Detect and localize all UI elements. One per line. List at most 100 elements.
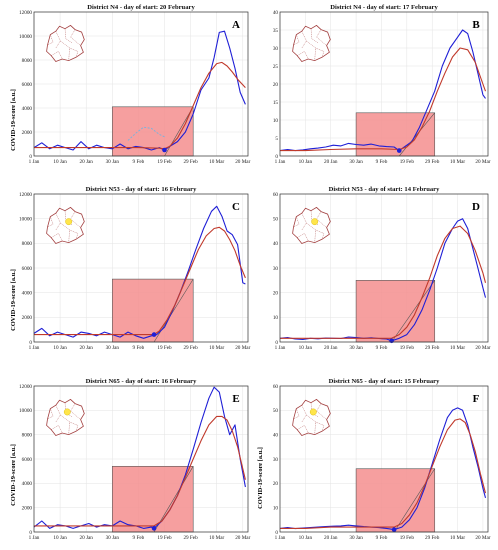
x-tick-label: 29 Feb bbox=[183, 535, 198, 541]
x-tick-label: 10 Jan bbox=[299, 535, 313, 541]
panel-title: District N65 - day of start: 15 February bbox=[329, 378, 440, 385]
y-tick-label: 50 bbox=[273, 408, 279, 414]
x-tick-label: 30 Jan bbox=[349, 345, 363, 351]
series-line-fitted bbox=[280, 418, 487, 529]
x-tick-label: 20 Mar bbox=[475, 159, 490, 165]
y-axis-label-text-1: COVID-19-score [a.u.] bbox=[10, 89, 17, 151]
map-border bbox=[293, 408, 300, 420]
y-tick-label: 30 bbox=[273, 457, 279, 463]
region-map-inset bbox=[292, 206, 331, 244]
y-tick-label: 12000 bbox=[19, 192, 32, 198]
x-tick-label: 19 Feb bbox=[157, 345, 172, 351]
y-tick-label: 6000 bbox=[22, 457, 33, 463]
panel-letter: A bbox=[232, 19, 240, 31]
map-border bbox=[315, 229, 325, 240]
x-tick-label: 29 Feb bbox=[183, 159, 198, 165]
panel-title: District N53 - day of start: 16 February bbox=[86, 186, 197, 193]
y-axis-label-text-4: COVID-19-score [a.u.] bbox=[257, 447, 264, 509]
x-tick-label: 19 Feb bbox=[400, 535, 415, 541]
y-axis-label-2: COVID-19-score [a.u.] bbox=[10, 269, 17, 331]
x-tick-label: 29 Feb bbox=[425, 345, 440, 351]
series-line-fitted bbox=[34, 415, 246, 527]
y-tick-label: 40 bbox=[273, 10, 279, 16]
y-tick-label: 20 bbox=[273, 481, 279, 487]
map-border bbox=[301, 405, 307, 423]
onset-shaded-region bbox=[355, 468, 436, 533]
map-border bbox=[69, 421, 79, 432]
y-tick-label: 5 bbox=[275, 136, 278, 142]
x-tick-label: 19 Feb bbox=[400, 345, 415, 351]
y-tick-label: 15 bbox=[273, 100, 279, 106]
y-tick-label: 4000 bbox=[22, 290, 33, 296]
map-border bbox=[310, 28, 319, 44]
x-tick-label: 1 Jan bbox=[29, 159, 40, 165]
panel-title: District N65 - day of start: 16 February bbox=[86, 378, 197, 385]
map-border bbox=[47, 34, 54, 46]
y-tick-label: 0 bbox=[29, 340, 32, 346]
plot-frame bbox=[279, 193, 489, 343]
x-tick-label: 30 Jan bbox=[106, 345, 120, 351]
x-tick-label: 20 Mar bbox=[235, 345, 250, 351]
onset-diagonal bbox=[391, 280, 435, 343]
x-tick-label: 10 Mar bbox=[450, 159, 465, 165]
series-line-fitted bbox=[280, 47, 487, 152]
x-tick-label: 30 Jan bbox=[349, 159, 363, 165]
panel-letter: E bbox=[232, 393, 239, 405]
y-tick-label: 10000 bbox=[19, 216, 32, 222]
y-tick-label: 4000 bbox=[22, 481, 33, 487]
y-tick-label: 25 bbox=[273, 64, 279, 70]
x-tick-label: 10 Jan bbox=[53, 535, 67, 541]
map-border bbox=[315, 421, 325, 432]
district-highlight bbox=[311, 218, 319, 226]
y-tick-label: 0 bbox=[275, 154, 278, 160]
x-tick-label: 10 Jan bbox=[299, 345, 313, 351]
x-tick-label: 19 Feb bbox=[157, 159, 172, 165]
y-axis-label-text-3: COVID-19-score [a.u.] bbox=[10, 444, 17, 506]
start-day-marker bbox=[391, 527, 397, 532]
map-border bbox=[301, 31, 307, 49]
x-tick-label: 10 Jan bbox=[299, 159, 313, 165]
series-line-fitted bbox=[280, 225, 487, 339]
plot-frame bbox=[279, 11, 489, 157]
series-line-fitted bbox=[34, 61, 246, 150]
x-tick-label: 20 Jan bbox=[324, 345, 338, 351]
onset-diagonal bbox=[393, 468, 435, 533]
y-tick-label: 0 bbox=[29, 154, 32, 160]
x-tick-label: 19 Feb bbox=[157, 535, 172, 541]
y-tick-label: 0 bbox=[29, 530, 32, 536]
map-outline bbox=[292, 206, 331, 244]
x-tick-label: 10 Mar bbox=[450, 535, 465, 541]
x-tick-label: 9 Feb bbox=[376, 535, 388, 541]
y-axis-label-1: COVID-19-score [a.u.] bbox=[10, 89, 17, 151]
panel-title: District N4 - day of start: 20 February bbox=[87, 4, 195, 11]
y-tick-label: 12000 bbox=[19, 384, 32, 390]
x-tick-label: 30 Jan bbox=[106, 535, 120, 541]
x-tick-label: 1 Jan bbox=[275, 345, 286, 351]
y-tick-label: 40 bbox=[273, 241, 279, 247]
x-tick-label: 29 Feb bbox=[425, 535, 440, 541]
y-tick-label: 0 bbox=[275, 530, 278, 536]
y-tick-label: 30 bbox=[273, 46, 279, 52]
y-tick-label: 8000 bbox=[22, 241, 33, 247]
map-outline bbox=[46, 398, 85, 436]
y-tick-label: 60 bbox=[273, 384, 279, 390]
y-tick-label: 20 bbox=[273, 82, 279, 88]
y-tick-label: 10 bbox=[273, 505, 279, 511]
y-tick-label: 4000 bbox=[22, 106, 33, 112]
map-outline bbox=[46, 206, 85, 244]
y-axis-label-4: COVID-19-score [a.u.] bbox=[257, 447, 264, 509]
y-tick-label: 35 bbox=[273, 28, 279, 34]
x-tick-label: 20 Jan bbox=[324, 535, 338, 541]
start-day-marker bbox=[162, 147, 167, 153]
onset-shaded-region bbox=[111, 465, 194, 533]
region-map-inset bbox=[46, 398, 85, 436]
y-tick-label: 40 bbox=[273, 432, 279, 438]
x-tick-label: 1 Jan bbox=[275, 535, 286, 541]
series-line-observed bbox=[279, 29, 486, 152]
y-tick-label: 10 bbox=[273, 118, 279, 124]
panel-letter: D bbox=[472, 201, 480, 213]
panel-e: District N65 - day of start: 16 February… bbox=[19, 378, 251, 541]
y-axis-label-text-2: COVID-19-score [a.u.] bbox=[10, 269, 17, 331]
y-tick-label: 2000 bbox=[22, 130, 33, 136]
y-tick-label: 0 bbox=[275, 340, 278, 346]
